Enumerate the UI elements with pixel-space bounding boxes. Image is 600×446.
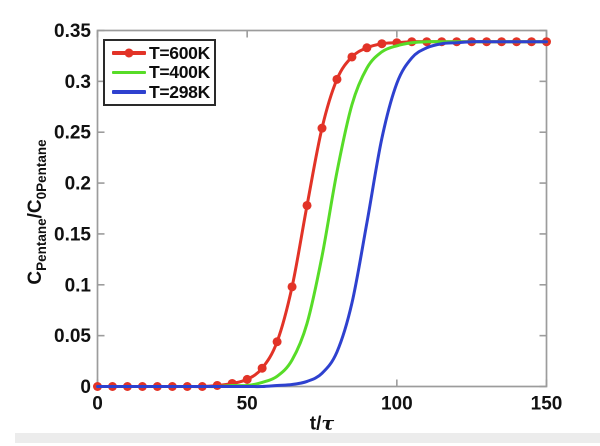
- y-tick-label: 0.2: [65, 174, 91, 195]
- legend-label-t600k: T=600K: [149, 42, 210, 63]
- y-axis-label: CPentane/C0Pentane: [25, 139, 49, 284]
- x-axis-label-tau: τ: [321, 412, 335, 435]
- curve-t-298k: [96, 40, 548, 389]
- data-point-marker: [302, 200, 312, 210]
- legend-circle-marker-icon: [124, 48, 134, 58]
- data-point-marker: [362, 43, 372, 53]
- data-point-marker: [257, 363, 267, 373]
- x-tick-label: 150: [531, 394, 563, 415]
- x-tick-label: 0: [92, 394, 103, 415]
- y-tick-label: 0.15: [54, 224, 91, 245]
- legend-item-t400k: T=400K: [112, 62, 214, 82]
- data-point-marker: [272, 337, 282, 347]
- legend-line-sample-green: [112, 70, 146, 75]
- y-tick-label: 0.35: [54, 21, 91, 42]
- plot-box: [96, 29, 548, 388]
- legend: T=600K T=400K T=298K: [103, 39, 216, 106]
- page-edge-strip: [15, 433, 600, 443]
- data-point-marker: [317, 123, 327, 133]
- x-axis-label: t/τ: [310, 413, 334, 436]
- legend-line-sample-red: [112, 48, 146, 58]
- data-point-marker: [242, 374, 252, 384]
- x-tick-label: 50: [237, 394, 258, 415]
- legend-label-t400k: T=400K: [149, 62, 210, 82]
- legend-item-t600k: T=600K: [112, 42, 214, 63]
- y-tick-label: 0.25: [54, 123, 91, 144]
- y-axis-label-c: C: [25, 270, 46, 285]
- y-tick-label: 0.1: [65, 275, 92, 296]
- legend-line-sample-blue: [112, 90, 146, 94]
- y-axis-label-slash-c: /C: [25, 199, 46, 219]
- data-point-marker: [377, 39, 387, 49]
- y-axis-label-sub-0pentane: 0Pentane: [34, 139, 49, 200]
- data-point-marker: [347, 52, 357, 62]
- x-tick-label: 100: [381, 394, 413, 415]
- y-tick-label: 0.3: [65, 72, 91, 93]
- y-tick-label: 0: [80, 377, 91, 398]
- data-point-marker: [287, 282, 297, 292]
- legend-item-t298k: T=298K: [112, 81, 214, 102]
- x-axis-label-t-over: t/: [309, 413, 322, 435]
- data-point-marker: [332, 74, 342, 84]
- y-tick-label: 0.05: [54, 326, 91, 347]
- legend-label-t298k: T=298K: [149, 81, 210, 102]
- y-axis-label-sub-pentane: Pentane: [34, 218, 49, 271]
